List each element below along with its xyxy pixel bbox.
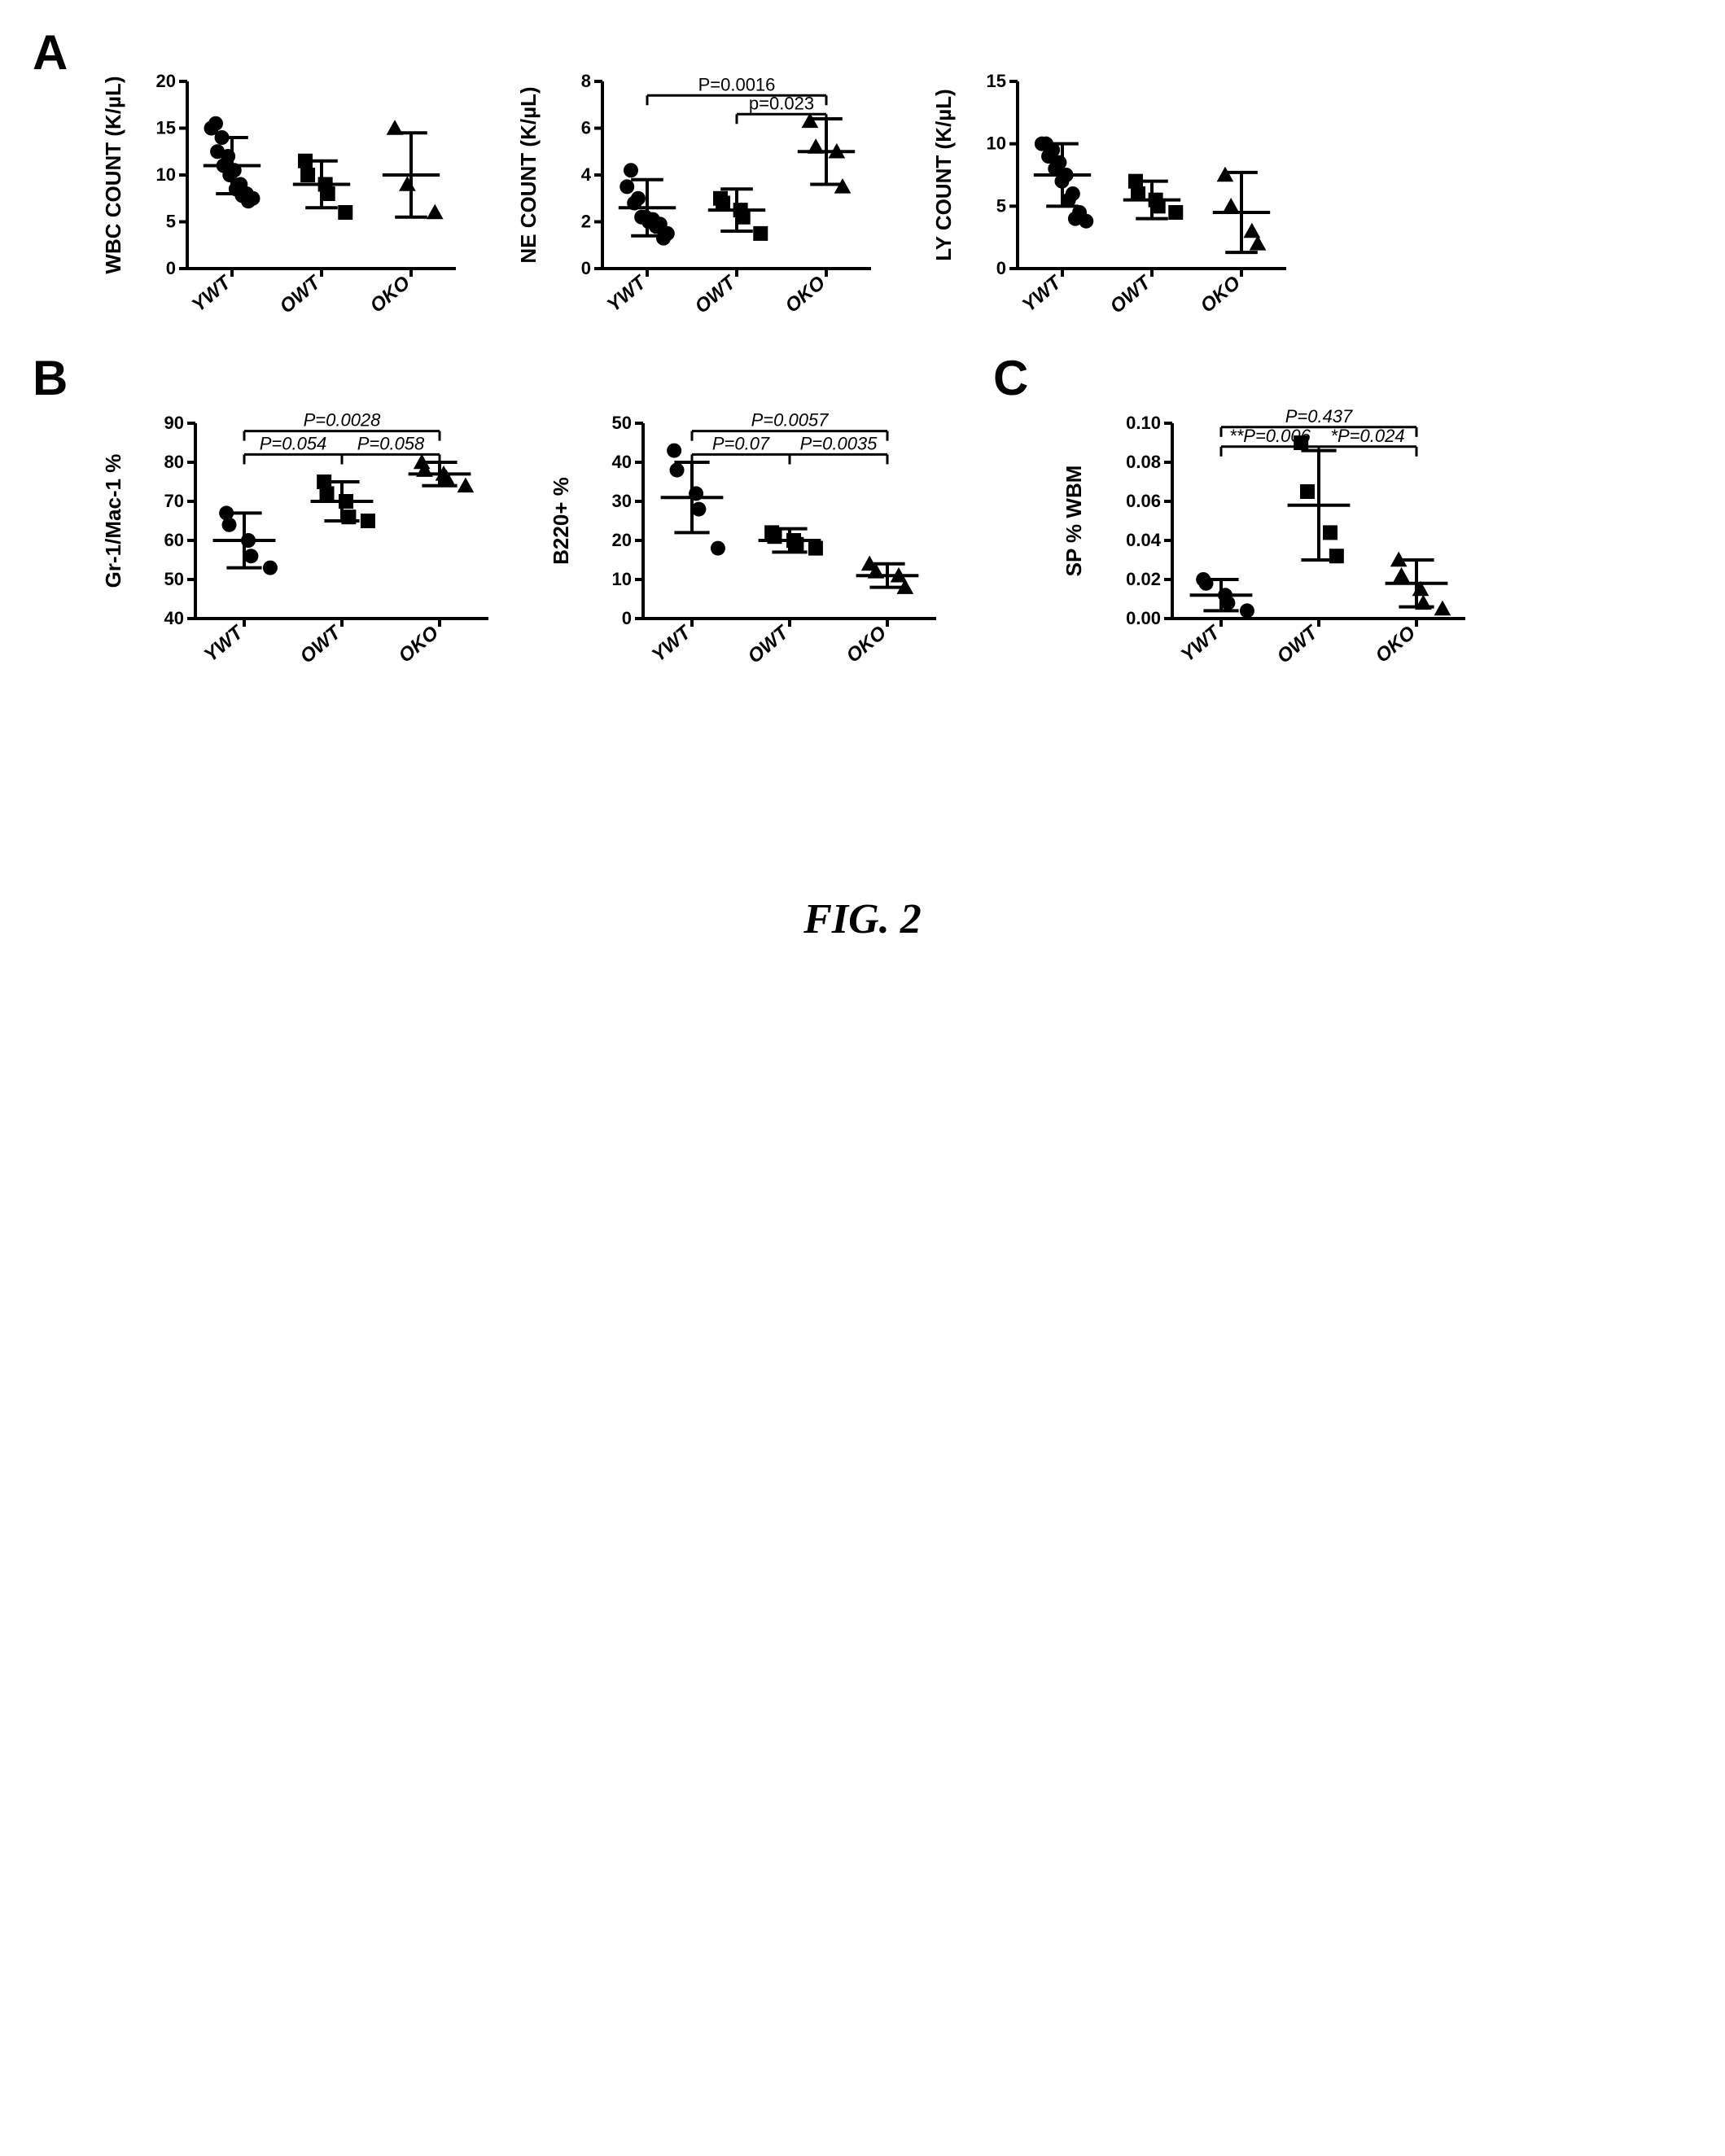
svg-text:50: 50 [164,569,184,589]
svg-text:4: 4 [581,164,592,185]
svg-text:0.10: 0.10 [1126,413,1161,433]
figure-2: A 05101520WBC COUNT (K/µL)YWTOWTOKO02468… [33,33,1692,943]
svg-text:YWT: YWT [1018,270,1067,316]
svg-text:OWT: OWT [691,270,742,317]
svg-text:WBC COUNT (K/µL): WBC COUNT (K/µL) [101,76,125,273]
svg-text:*P=0.024: *P=0.024 [1330,426,1404,446]
svg-text:60: 60 [164,530,184,550]
svg-text:P=0.0035: P=0.0035 [800,433,878,453]
svg-text:P=0.054: P=0.054 [260,433,327,453]
row-bc: B 405060708090Gr-1/Mac-1 %YWTOWTOKOP=0.0… [33,358,1692,684]
svg-text:0: 0 [581,258,591,278]
svg-text:OWT: OWT [744,620,795,667]
svg-text:YWT: YWT [188,270,237,316]
svg-text:OKO: OKO [395,622,443,667]
svg-text:15: 15 [987,71,1006,91]
svg-text:OWT: OWT [1106,270,1157,317]
svg-text:OKO: OKO [782,272,830,317]
svg-text:**P=0.006: **P=0.006 [1229,426,1311,446]
rowa-chart-1: 0 2 4 6 8 NE COUNT (K/µL) YWT OWT OKO P=0.0016p=0… [513,33,895,326]
svg-text:20: 20 [612,530,632,550]
svg-text:Gr-1/Mac-1 %: Gr-1/Mac-1 % [101,454,125,588]
svg-text:0: 0 [166,258,176,278]
svg-text:OWT: OWT [296,620,347,667]
svg-text:0: 0 [622,608,632,628]
svg-text:5: 5 [166,212,176,232]
svg-text:0.00: 0.00 [1126,608,1161,628]
svg-text:SP % WBM: SP % WBM [1062,466,1086,577]
svg-text:40: 40 [612,452,632,472]
svg-text:YWT: YWT [200,620,249,666]
svg-text:YWT: YWT [648,620,697,666]
svg-text:NE COUNT (K/µL): NE COUNT (K/µL) [516,86,541,263]
svg-text:P=0.0057: P=0.0057 [751,410,830,431]
svg-text:P=0.058: P=0.058 [357,433,425,453]
svg-text:15: 15 [156,118,176,138]
svg-text:0.06: 0.06 [1126,491,1161,511]
figure-caption: FIG. 2 [33,895,1692,943]
svg-text:0: 0 [996,258,1006,278]
panel-group-c: 0.00 0.02 0.04 0.06 0.08 0.10 SP % WBM YWT OWT OK… [1058,358,1490,684]
panel-label-b: B [33,350,90,406]
svg-text:LY COUNT (K/µL): LY COUNT (K/µL) [931,89,956,260]
panel-label-c: C [993,350,1050,406]
svg-text:YWT: YWT [1177,620,1226,666]
svg-text:P=0.07: P=0.07 [712,433,770,453]
svg-text:10: 10 [156,164,176,185]
svg-text:8: 8 [581,71,591,91]
row-a: A 05101520WBC COUNT (K/µL)YWTOWTOKO02468… [33,33,1692,326]
svg-text:5: 5 [996,195,1006,216]
svg-text:10: 10 [987,133,1006,154]
svg-text:B220+ %: B220+ % [549,477,573,565]
panel-group-a: 0 5 10 15 20 WBC COUNT (K/µL) YWT OWT OKO 0 2 4 6 8 NE… [98,33,1311,326]
svg-text:YWT: YWT [603,270,652,316]
svg-text:50: 50 [612,413,632,433]
svg-text:6: 6 [581,118,591,138]
rowb-chart-1: 0 10 20 30 40 50 B220+ % YWT OWT OKO P=0.0057P=0.0… [545,358,961,684]
svg-text:OKO: OKO [1372,622,1420,667]
svg-text:OKO: OKO [1197,272,1245,317]
svg-text:20: 20 [156,71,176,91]
panel-group-b: 40 50 60 70 80 90 Gr-1/Mac-1 % YWT OWT OKO P=0.002… [98,358,961,684]
svg-text:OKO: OKO [843,622,891,667]
svg-text:OWT: OWT [276,270,326,317]
panel-label-a: A [33,24,90,81]
svg-text:P=0.437: P=0.437 [1285,406,1353,426]
svg-text:30: 30 [612,491,632,511]
svg-text:OKO: OKO [366,272,414,317]
rowb-chart-0: 40 50 60 70 80 90 Gr-1/Mac-1 % YWT OWT OKO P=0.002… [98,358,513,684]
svg-text:70: 70 [164,491,184,511]
svg-text:0.04: 0.04 [1126,530,1162,550]
svg-text:0.02: 0.02 [1126,569,1161,589]
svg-text:P=0.0028: P=0.0028 [304,410,382,431]
rowa-chart-0: 0 5 10 15 20 WBC COUNT (K/µL) YWT OWT OKO [98,33,480,326]
svg-text:p=0.023: p=0.023 [749,93,814,113]
rowc-chart-0: 0.00 0.02 0.04 0.06 0.08 0.10 SP % WBM YWT OWT OK… [1058,358,1490,684]
svg-text:90: 90 [164,413,184,433]
svg-text:P=0.0016: P=0.0016 [698,74,776,94]
svg-text:2: 2 [581,212,591,232]
rowa-chart-2: 0 5 10 15 LY COUNT (K/µL) YWT OWT OKO [928,33,1311,326]
svg-text:10: 10 [612,569,632,589]
svg-text:OWT: OWT [1273,620,1324,667]
svg-text:80: 80 [164,452,184,472]
svg-text:40: 40 [164,608,184,628]
svg-text:0.08: 0.08 [1126,452,1161,472]
